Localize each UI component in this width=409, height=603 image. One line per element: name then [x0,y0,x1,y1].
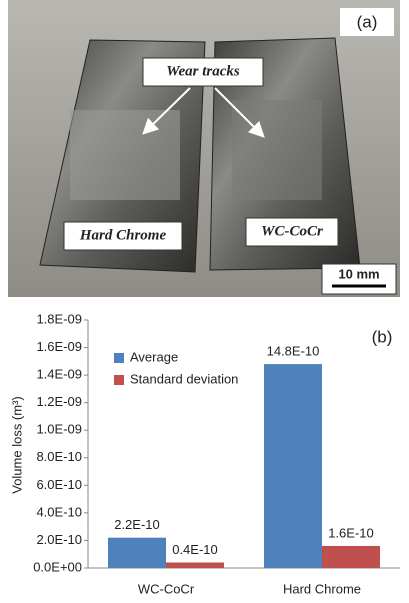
legend-label: Standard deviation [130,371,238,386]
label-box [245,217,339,247]
y-tick-label: 4.0E-10 [36,504,82,519]
y-tick-label: 8.0E-10 [36,449,82,464]
wear-tracks-label: Wear tracks [166,63,240,79]
bar [322,545,380,568]
value-label: 14.8E-10 [267,344,320,359]
wc-cocr-label: WC-CoCr [261,223,323,239]
value-label: 0.4E-10 [172,542,218,557]
y-tick-label: 0.0E+00 [33,559,82,574]
y-tick-label: 6.0E-10 [36,477,82,492]
panel-label: (a) [357,12,378,31]
label-box [142,57,264,87]
label-box [340,8,394,36]
wear-track [70,110,180,200]
scale-bar-label: 10 mm [338,266,379,281]
y-tick-label: 1.4E-09 [36,367,82,382]
y-tick-label: 1.0E-09 [36,422,82,437]
scale-bar-box [321,263,397,295]
photo: Wear tracks Hard Chrome WC-CoCr (a) 10 m… [8,0,400,297]
label-box [63,221,183,251]
value-label: 2.2E-10 [114,517,160,532]
wear-track [232,100,322,200]
y-tick-label: 1.2E-09 [36,394,82,409]
arrow [214,87,265,138]
hard-chrome-label: Hard Chrome [79,227,167,243]
y-tick-label: 1.8E-09 [36,311,82,326]
y-tick-label: 2.0E-10 [36,532,82,547]
arrow [142,87,191,135]
bar [264,364,322,568]
legend-swatch [114,375,124,385]
bar [108,537,166,568]
panel-label: (b) [372,327,393,346]
legend-label: Average [130,349,178,364]
y-axis-title: Volume loss (m³) [9,396,24,494]
x-tick-label: Hard Chrome [283,581,361,596]
y-tick-label: 1.6E-09 [36,339,82,354]
bar [166,562,224,568]
legend-swatch [114,353,124,363]
x-tick-label: WC-CoCr [138,581,195,596]
value-label: 1.6E-10 [328,525,374,540]
